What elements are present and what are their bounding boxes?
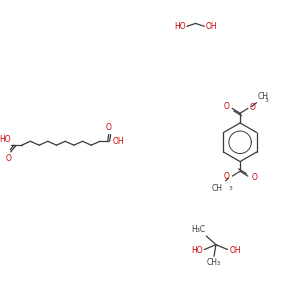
Text: 3: 3 (229, 186, 232, 191)
Text: OH: OH (112, 137, 124, 146)
Text: O: O (224, 172, 230, 181)
Text: OH: OH (205, 22, 217, 31)
Text: HO: HO (0, 135, 11, 144)
Text: O: O (224, 102, 230, 111)
Text: O: O (106, 123, 112, 132)
Text: HO: HO (191, 246, 203, 255)
Text: CH: CH (257, 92, 268, 101)
Text: CH₃: CH₃ (207, 258, 221, 267)
Text: O: O (5, 154, 11, 163)
Text: H₃C: H₃C (191, 225, 205, 234)
Text: OH: OH (230, 246, 241, 255)
Text: 3: 3 (264, 98, 268, 103)
Text: CH: CH (212, 184, 223, 193)
Text: O: O (252, 172, 258, 182)
Text: HO: HO (174, 22, 186, 31)
Text: O: O (250, 103, 256, 112)
